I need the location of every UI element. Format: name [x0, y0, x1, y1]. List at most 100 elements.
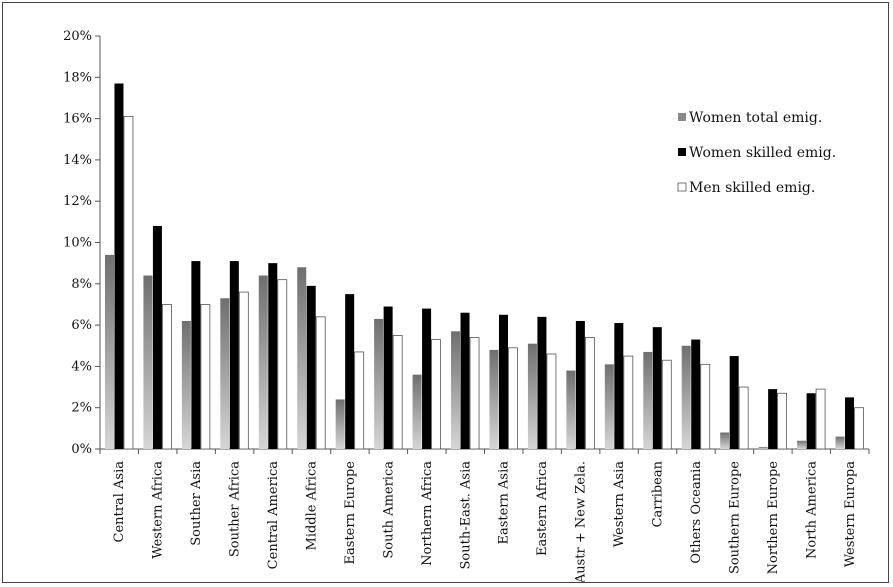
bar-women-skilled [422, 308, 432, 449]
bar-women-total [412, 374, 422, 449]
bar-chart: 0% 2% 4% 6% 8% 10% 12% 14% 16% 18% 20% Central Asi… [63, 29, 870, 582]
y-tick-label: 10% [63, 236, 92, 251]
category-label: Others Oceania [689, 461, 704, 564]
bar-women-skilled [383, 306, 393, 449]
bar-men-skilled [392, 335, 403, 450]
y-tick-label: 6% [71, 318, 92, 333]
bar-women-total [143, 275, 153, 449]
bar-women-total [643, 351, 653, 449]
bar-women-total [604, 364, 614, 449]
y-tick-label: 14% [63, 153, 92, 168]
y-tick-label: 8% [71, 277, 92, 292]
category-label: South-East. Asia [458, 461, 473, 570]
bar-women-total [797, 440, 807, 449]
category-label: Western Asia [612, 461, 627, 548]
axes: 0% 2% 4% 6% 8% 10% 12% 14% 16% 18% 20% [63, 29, 870, 457]
y-tick-label: 18% [63, 70, 92, 85]
bar-men-skilled [469, 337, 480, 450]
bar-men-skilled [777, 392, 788, 450]
bar-women-skilled [614, 323, 624, 449]
bar-women-skilled [575, 320, 585, 449]
legend-swatch [678, 113, 686, 121]
bar-men-skilled [315, 316, 326, 450]
bar-women-skilled [845, 397, 855, 449]
legend-label: Women total emig. [689, 110, 822, 126]
category-label: Austr + New Zela. [574, 461, 589, 582]
bar-women-total [374, 318, 384, 449]
bar-women-total [297, 267, 307, 449]
bar-women-total [104, 254, 114, 449]
bar-men-skilled [354, 351, 365, 450]
category-label: Northern Europe [766, 461, 781, 575]
bar-women-skilled [152, 225, 162, 449]
bar-women-total [835, 436, 845, 449]
bar-men-skilled [200, 304, 211, 450]
bar-men-skilled [238, 291, 249, 450]
bar-women-total [527, 343, 537, 449]
bar-women-skilled [768, 389, 778, 449]
bar-women-skilled [229, 261, 239, 449]
bar-women-skilled [537, 316, 547, 449]
bar-women-total [220, 298, 230, 449]
category-label: Eastern Africa [535, 461, 550, 556]
category-label: Central America [266, 461, 281, 570]
bar-men-skilled [546, 353, 557, 450]
category-label: South America [381, 461, 396, 559]
bar-women-skilled [652, 327, 662, 449]
category-label: Western Europa [843, 461, 858, 568]
bar-men-skilled [277, 279, 288, 450]
legend-label: Women skilled emig. [689, 145, 836, 161]
bar-women-total [681, 345, 691, 449]
category-label: Eastern Europe [343, 461, 358, 565]
y-tick-label: 16% [63, 112, 92, 127]
bar-men-skilled [123, 116, 134, 450]
category-label: Western Africa [151, 461, 166, 559]
bar-women-total [720, 432, 730, 449]
bar-women-skilled [268, 263, 278, 449]
y-tick-label: 12% [63, 194, 92, 209]
bar-women-skilled [306, 285, 316, 449]
bar-women-skilled [345, 294, 355, 449]
category-label: Souther Asia [189, 461, 204, 546]
legend: Women total emig. Women skilled emig. Men … [677, 110, 836, 196]
legend-swatch [677, 182, 687, 192]
bar-women-skilled [691, 339, 701, 449]
category-label: Southern Europe [727, 461, 742, 574]
y-tick-label: 20% [63, 29, 92, 44]
category-label: North America [804, 461, 819, 559]
bar-women-total [451, 331, 461, 449]
category-label: Carribean [651, 460, 666, 527]
category-label: Eastern Asia [497, 461, 512, 545]
bar-men-skilled [584, 337, 595, 450]
category-labels: Central Asia Western Africa Souther Asia So… [112, 460, 858, 582]
bar-women-total [335, 399, 345, 449]
y-tick-label: 2% [71, 401, 92, 416]
bar-women-skilled [729, 356, 739, 449]
bar-women-total [181, 320, 191, 449]
bar-women-skilled [460, 312, 470, 449]
bar-men-skilled [162, 304, 172, 450]
bar-men-skilled [738, 386, 749, 450]
bar-women-skilled [806, 393, 816, 449]
bar-women-total [758, 446, 768, 449]
bar-women-total [489, 349, 499, 449]
bar-women-total [258, 275, 268, 449]
bar-women-skilled [114, 83, 124, 450]
bar-women-skilled [191, 261, 201, 449]
category-label: Souther Africa [228, 461, 243, 557]
legend-label: Men skilled emig. [689, 180, 815, 196]
bar-men-skilled [815, 388, 826, 450]
legend-swatch [678, 148, 686, 156]
bar-men-skilled [854, 407, 864, 450]
bar-men-skilled [508, 347, 518, 450]
bar-women-skilled [498, 314, 508, 449]
y-tick-label: 0% [71, 442, 92, 457]
bar-men-skilled [623, 355, 634, 450]
category-label: Central Asia [112, 461, 127, 543]
y-tick-label: 4% [71, 359, 92, 374]
category-label: Northern Africa [420, 461, 435, 566]
bar-women-total [566, 370, 576, 449]
bar-men-skilled [700, 363, 711, 450]
category-label: Middle Africa [304, 461, 319, 551]
